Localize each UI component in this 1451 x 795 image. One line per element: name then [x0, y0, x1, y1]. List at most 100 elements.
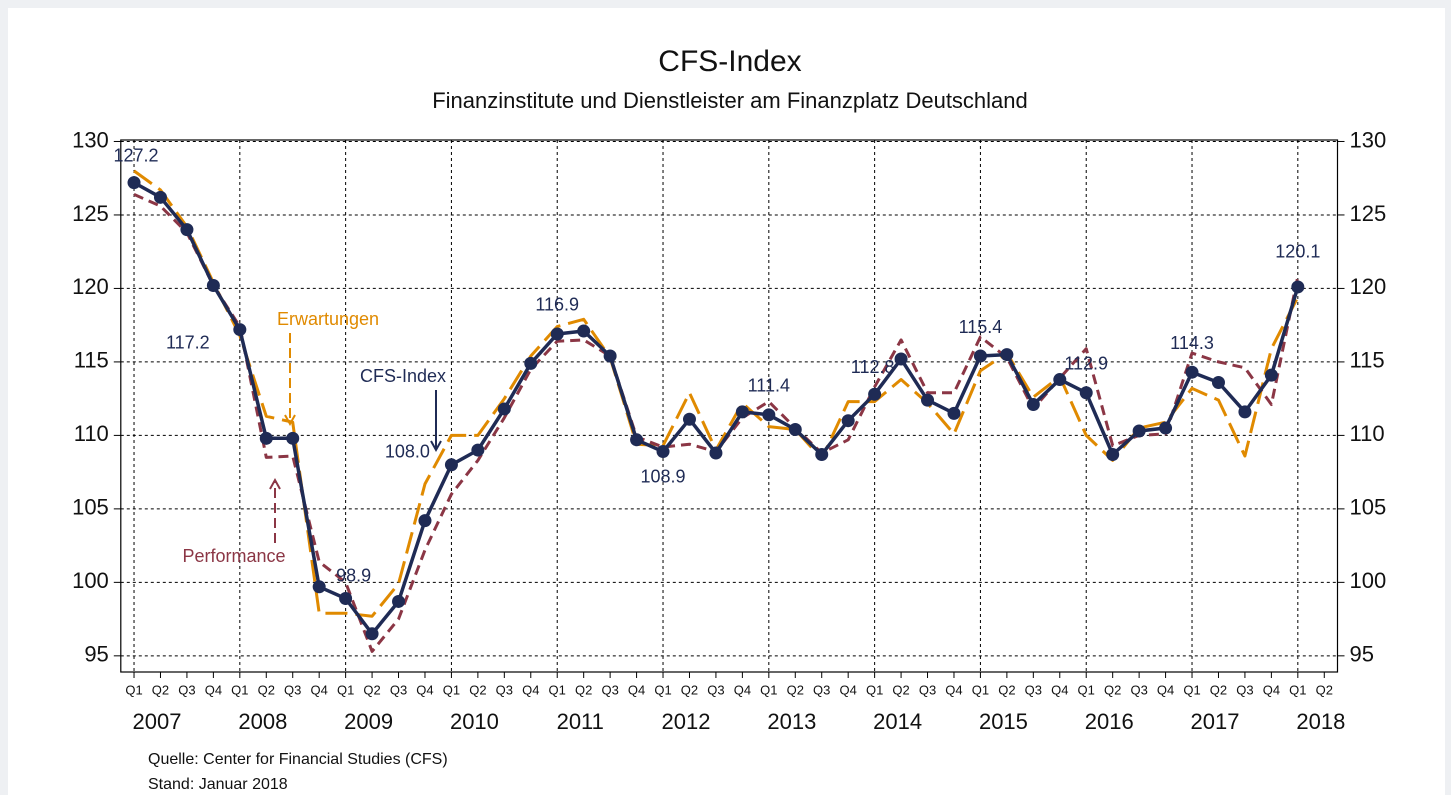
y2-tick-label: 125: [1350, 201, 1387, 226]
data-point: [1132, 424, 1146, 438]
annotation-arrowhead: [269, 477, 281, 490]
data-point: [497, 402, 511, 416]
data-point: [947, 406, 961, 420]
data-point: [1159, 421, 1173, 435]
annotation-label: CFS-Index: [360, 366, 446, 386]
x-tick-label: Q1: [866, 682, 883, 697]
y2-tick-label: 105: [1350, 495, 1387, 520]
value-label: 111.4: [748, 376, 790, 396]
x-tick-label: Q2: [469, 682, 486, 697]
value-label: 114.3: [1170, 333, 1214, 353]
x-tick-label: Q3: [1130, 682, 1147, 697]
x-tick-label: Q2: [1210, 682, 1227, 697]
x-tick-label: Q2: [152, 682, 169, 697]
annotation-label: Erwartungen: [277, 309, 379, 329]
x-tick-label: Q3: [813, 682, 830, 697]
x-tick-label: Q3: [601, 682, 618, 697]
data-point: [206, 278, 220, 292]
x-tick-label: Q4: [734, 682, 751, 697]
source-note: Quelle: Center for Financial Studies (CF…: [148, 751, 448, 768]
value-label: 127.2: [114, 145, 159, 165]
x-tick-label: Q4: [205, 682, 222, 697]
year-label: 2014: [873, 709, 922, 734]
data-point: [1291, 280, 1305, 294]
x-tick-label: Q4: [1263, 682, 1280, 697]
data-point: [444, 458, 458, 472]
data-point: [1211, 375, 1225, 389]
x-tick-label: Q4: [945, 682, 962, 697]
data-point: [1238, 405, 1252, 419]
data-point: [418, 514, 432, 528]
data-point: [471, 443, 485, 457]
value-label: 112.9: [1064, 354, 1108, 374]
data-point: [153, 190, 167, 204]
data-point: [1000, 348, 1014, 362]
x-tick-label: Q2: [258, 682, 275, 697]
x-tick-label: Q2: [681, 682, 698, 697]
date-note: Stand: Januar 2018: [148, 776, 288, 793]
year-label: 2012: [662, 709, 711, 734]
data-point: [259, 431, 273, 445]
y2-tick-label: 115: [1350, 348, 1385, 373]
data-point: [841, 414, 855, 428]
data-point: [682, 412, 696, 426]
value-label: 117.2: [166, 332, 210, 352]
y-tick-label: 130: [72, 127, 109, 152]
x-tick-label: Q3: [284, 682, 301, 697]
data-point: [1079, 386, 1093, 400]
year-label: 2009: [344, 709, 393, 734]
data-point: [365, 627, 379, 641]
data-point: [577, 324, 591, 338]
data-point: [339, 592, 353, 606]
value-label: 98.9: [336, 565, 371, 585]
x-tick-label: Q1: [972, 682, 989, 697]
year-label: 2007: [133, 709, 182, 734]
x-tick-label: Q4: [416, 682, 433, 697]
data-point: [788, 423, 802, 437]
x-tick-label: Q3: [390, 682, 407, 697]
y-tick-label: 110: [74, 421, 109, 446]
x-tick-label: Q2: [1104, 682, 1121, 697]
data-point: [524, 356, 538, 370]
data-point: [180, 223, 194, 237]
x-tick-label: Q1: [443, 682, 460, 697]
y2-tick-label: 95: [1350, 642, 1374, 667]
data-point: [392, 594, 406, 608]
x-tick-label: Q1: [337, 682, 354, 697]
year-label: 2011: [557, 709, 604, 734]
x-tick-label: Q2: [575, 682, 592, 697]
x-tick-label: Q2: [998, 682, 1015, 697]
year-label: 2013: [767, 709, 816, 734]
data-point: [630, 433, 644, 447]
x-tick-label: Q2: [1316, 682, 1333, 697]
y-tick-label: 120: [72, 274, 109, 299]
y-tick-label: 115: [74, 348, 109, 373]
data-point: [1185, 365, 1199, 379]
x-tick-label: Q2: [363, 682, 380, 697]
data-point: [1264, 368, 1278, 382]
annotation-label: Performance: [182, 546, 285, 566]
y2-tick-label: 110: [1350, 421, 1385, 446]
x-tick-label: Q2: [787, 682, 804, 697]
chart-subtitle: Finanzinstitute und Dienstleister am Fin…: [432, 88, 1028, 113]
data-point: [762, 408, 776, 422]
value-label: 120.1: [1275, 242, 1320, 262]
x-tick-label: Q4: [840, 682, 857, 697]
y-tick-label: 100: [72, 568, 109, 593]
y-tick-label: 125: [72, 201, 109, 226]
x-tick-label: Q4: [311, 682, 328, 697]
data-point: [603, 349, 617, 363]
x-tick-label: Q1: [125, 682, 142, 697]
data-point: [868, 387, 882, 401]
x-tick-label: Q1: [549, 682, 566, 697]
data-point: [709, 446, 723, 460]
data-point: [1106, 447, 1120, 461]
x-tick-label: Q2: [892, 682, 909, 697]
value-label: 112.8: [851, 357, 895, 377]
x-tick-label: Q1: [1078, 682, 1095, 697]
value-label: 108.0: [385, 442, 430, 462]
data-point: [312, 580, 326, 594]
x-tick-label: Q3: [707, 682, 724, 697]
x-tick-label: Q3: [1025, 682, 1042, 697]
